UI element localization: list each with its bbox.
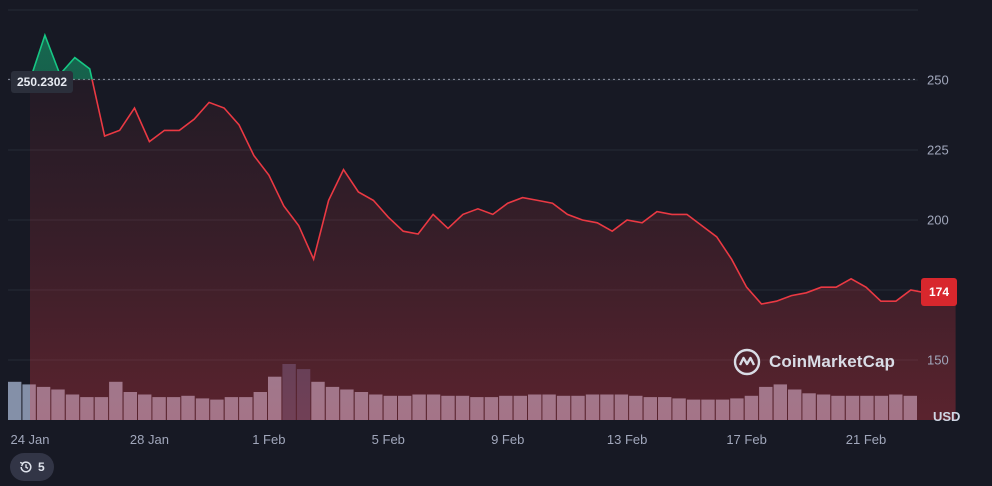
reference-price-tag: 250.2302 xyxy=(11,71,74,93)
price-line-down xyxy=(29,79,956,305)
y-tick-label: 225 xyxy=(927,142,949,158)
watermark-text: CoinMarketCap xyxy=(769,352,895,371)
x-tick-label: 5 Feb xyxy=(371,432,405,447)
coinmarketcap-watermark: CoinMarketCap xyxy=(733,348,895,376)
price-area-up xyxy=(30,35,93,80)
coinmarketcap-logo-icon xyxy=(733,348,761,376)
x-tick-label: 17 Feb xyxy=(726,432,767,447)
currency-label: USD xyxy=(933,409,961,424)
x-tick-label: 24 Jan xyxy=(10,432,50,447)
volume-bar xyxy=(8,381,22,420)
y-tick-label: 200 xyxy=(927,212,949,228)
x-tick-label: 9 Feb xyxy=(491,432,525,447)
current-price-tag: 174 xyxy=(921,278,957,306)
x-tick-label: 21 Feb xyxy=(845,432,887,447)
history-icon xyxy=(19,461,32,473)
x-tick-label: 28 Jan xyxy=(129,432,169,447)
history-button[interactable]: 5 xyxy=(10,453,54,481)
y-tick-label: 250 xyxy=(927,72,949,88)
price-area-down xyxy=(30,79,956,420)
y-tick-label: 150 xyxy=(927,352,949,368)
x-tick-label: 1 Feb xyxy=(252,432,286,447)
x-tick-label: 13 Feb xyxy=(606,432,648,447)
history-count: 5 xyxy=(38,460,45,474)
